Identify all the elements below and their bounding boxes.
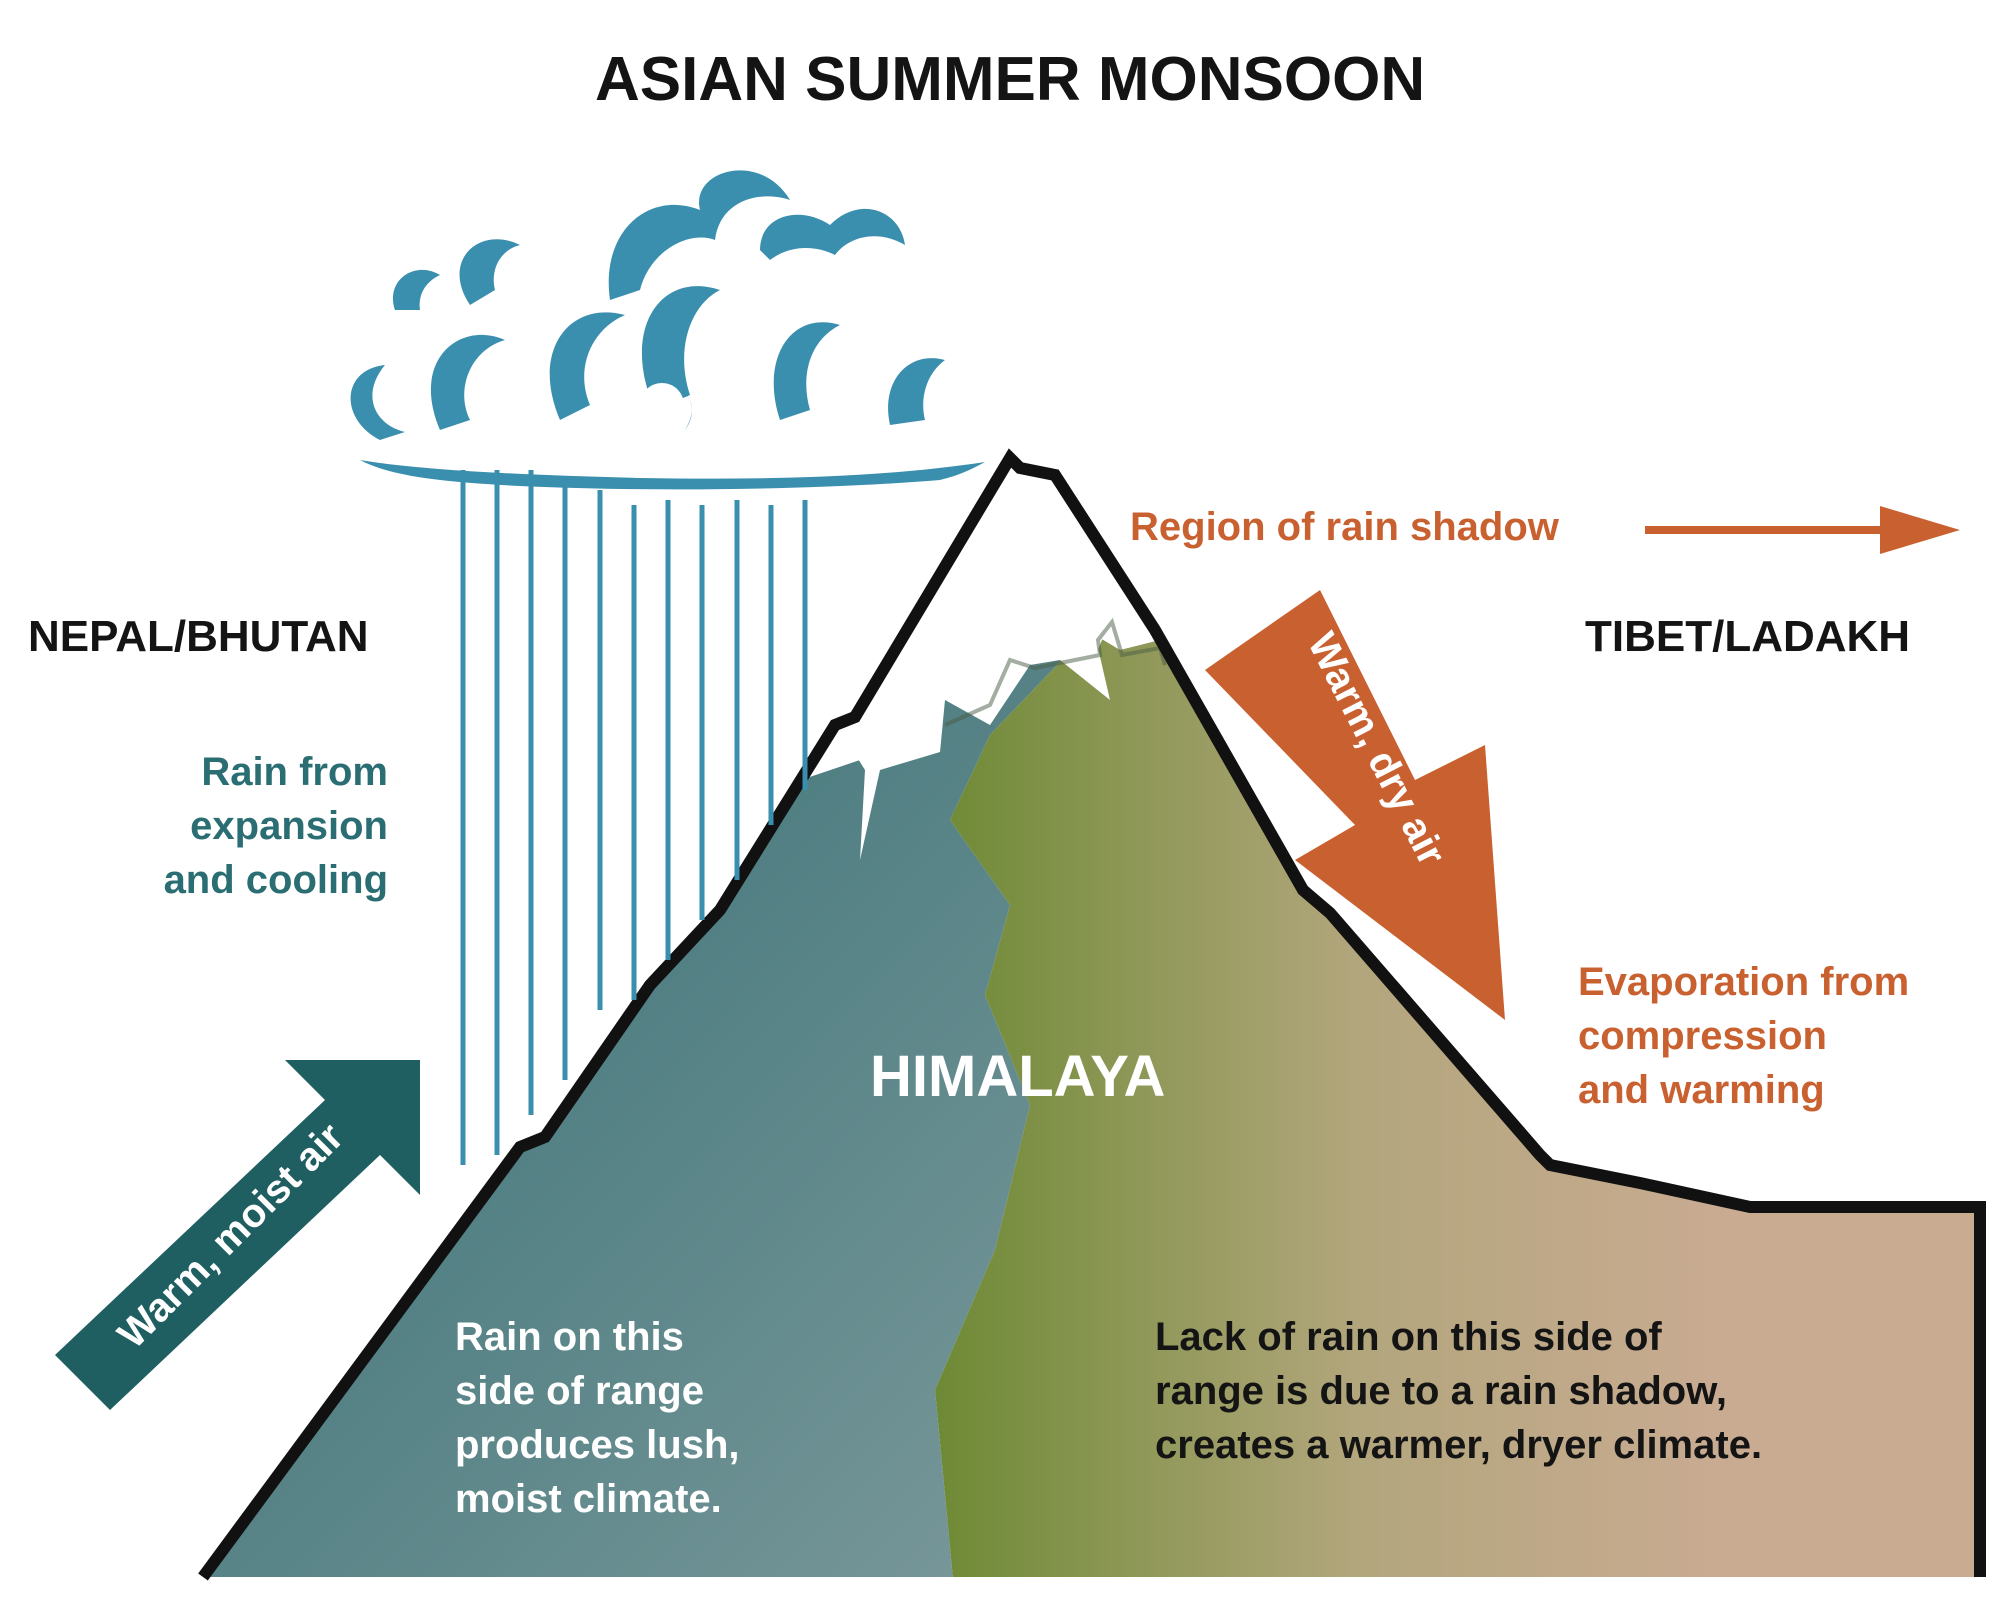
region-right: TIBET/LADAKH: [1585, 612, 1911, 661]
mountain-label: HIMALAYA: [870, 1044, 1166, 1109]
region-left: NEPAL/BHUTAN: [28, 612, 369, 661]
rain-streaks: [460, 470, 808, 1165]
evaporation-label: Evaporation from compression and warming: [1578, 960, 1910, 1112]
leeward-note: Lack of rain on this side of range is du…: [1155, 1315, 1763, 1467]
rain-shadow-arrow: [1645, 506, 1960, 554]
rain-shadow-region-label: Region of rain shadow: [1130, 505, 1559, 549]
ridge-line: [944, 617, 1167, 727]
himalaya-mountain: [198, 448, 1986, 1581]
snow-cap: [840, 460, 1160, 860]
mountain-outline: [198, 448, 1986, 1581]
diagram-title: ASIAN SUMMER MONSOON: [595, 45, 1426, 114]
rain-from-label: Rain from expansion and cooling: [163, 750, 388, 902]
leeward-slope: [935, 620, 1980, 1577]
windward-note: Rain on this side of range produces lush…: [455, 1315, 740, 1521]
rain-cloud-icon: [350, 170, 1010, 490]
warm-moist-air-label: Warm, moist air: [110, 1115, 352, 1357]
windward-slope: [203, 620, 1100, 1577]
